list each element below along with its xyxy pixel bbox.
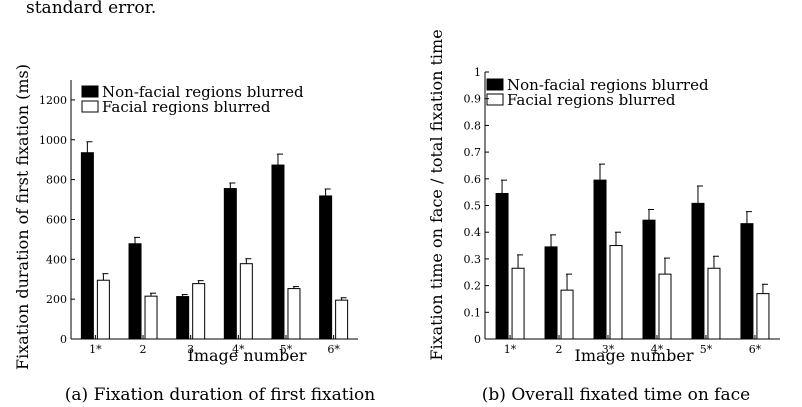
bar-facial: [609, 245, 623, 340]
y-tick-label: 0.8: [464, 119, 482, 132]
y-tick-label: 0.5: [464, 200, 482, 213]
chart-b-ylabel: Fixation time on face / total fixation t…: [427, 29, 446, 360]
bar-non-facial: [128, 243, 142, 340]
x-tick-label: 1*: [89, 343, 102, 356]
y-tick-label: 0.2: [464, 280, 482, 293]
chart-b-caption: (b) Overall fixated time on face: [482, 385, 750, 405]
bar-non-facial: [80, 152, 94, 340]
y-tick-label: 200: [46, 293, 67, 306]
y-tick-label: 0.3: [464, 253, 482, 266]
y-tick-label: 600: [46, 213, 67, 226]
x-tick-label: 1*: [504, 343, 517, 356]
legend-a-swatch-facial: [81, 100, 99, 113]
y-tick-label: 1000: [39, 134, 67, 147]
bar-non-facial: [176, 296, 190, 340]
legend-b-swatch-facial: [486, 93, 504, 106]
bar-facial: [239, 263, 253, 340]
bar-facial: [511, 267, 525, 340]
bar-non-facial: [642, 219, 656, 340]
bar-non-facial: [691, 202, 705, 340]
legend-b-label-facial: Facial regions blurred: [507, 91, 676, 109]
x-tick-label: 5*: [280, 343, 293, 356]
bar-facial: [707, 267, 721, 340]
chart-b-legend: Non-facial regions blurred Facial region…: [486, 76, 709, 109]
y-tick-label: 0.4: [464, 226, 482, 239]
legend-b-swatch-non-facial: [486, 78, 504, 91]
bar-non-facial: [593, 179, 607, 340]
chart-a: Fixation duration of first fixation (ms)…: [13, 64, 375, 405]
x-tick-label: 4*: [651, 343, 664, 356]
y-tick-label: 1200: [39, 94, 67, 107]
chart-a-legend: Non-facial regions blurred Facial region…: [81, 83, 304, 116]
y-tick-label: 0.9: [464, 93, 482, 106]
legend-a-label-non-facial: Non-facial regions blurred: [102, 83, 304, 101]
y-tick-label: 1: [474, 66, 481, 79]
x-tick-label: 2: [556, 343, 563, 356]
x-tick-label: 5*: [700, 343, 713, 356]
x-tick-label: 6*: [749, 343, 762, 356]
chart-b: Fixation time on face / total fixation t…: [427, 29, 780, 405]
chart-a-ylabel: Fixation duration of first fixation (ms): [13, 64, 32, 370]
bar-facial: [335, 299, 349, 340]
y-tick-label: 0.7: [464, 146, 482, 159]
bar-non-facial: [740, 223, 754, 340]
y-tick-label: 0: [60, 333, 67, 346]
chart-a-caption: (a) Fixation duration of first fixation: [65, 385, 375, 405]
bar-facial: [96, 279, 110, 340]
bar-facial: [192, 283, 206, 340]
bar-non-facial: [319, 195, 333, 340]
legend-a-label-facial: Facial regions blurred: [102, 98, 271, 116]
bar-facial: [658, 273, 672, 340]
bar-facial: [287, 288, 301, 340]
bar-facial: [560, 289, 574, 340]
x-tick-label: 4*: [232, 343, 245, 356]
bar-facial: [144, 295, 158, 340]
chart-a-xlabel: Image number: [188, 346, 307, 365]
bar-non-facial: [271, 164, 285, 340]
legend-b-label-non-facial: Non-facial regions blurred: [507, 76, 709, 94]
y-tick-label: 0.6: [464, 173, 482, 186]
y-tick-label: 400: [46, 253, 67, 266]
header-text: standard error.: [26, 0, 156, 18]
x-tick-label: 3*: [602, 343, 615, 356]
y-tick-label: 0.1: [464, 306, 482, 319]
y-tick-label: 800: [46, 174, 67, 187]
y-tick-label: 0: [474, 333, 481, 346]
x-tick-label: 6*: [327, 343, 340, 356]
x-tick-label: 2: [140, 343, 147, 356]
bar-non-facial: [223, 188, 237, 340]
chart-b-xlabel: Image number: [575, 346, 694, 365]
x-tick-label: 3: [187, 343, 194, 356]
bar-non-facial: [495, 192, 509, 340]
bar-non-facial: [544, 246, 558, 340]
bar-facial: [756, 293, 770, 340]
legend-a-swatch-non-facial: [81, 85, 99, 98]
